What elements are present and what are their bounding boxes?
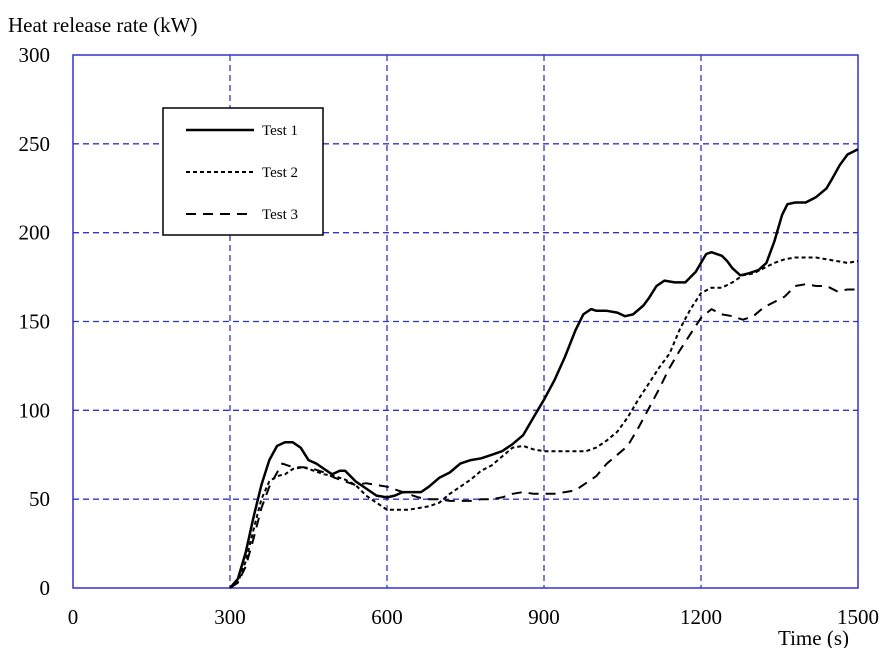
x-tick-label-0: 0 <box>68 605 79 629</box>
axis-ticks: 0 50 100 150 200 250 300 0 300 600 900 1200 1500 <box>19 43 880 629</box>
plot-area-frame <box>72 54 859 589</box>
y-tick-label-50: 50 <box>29 487 50 511</box>
legend-label-test-2: Test 2 <box>262 165 298 181</box>
x-tick-label-1500: 1500 <box>837 605 879 629</box>
series-line-test-3 <box>229 283 858 589</box>
legend-label-test-3: Test 3 <box>262 207 298 223</box>
y-tick-label-300: 300 <box>19 43 51 67</box>
y-tick-label-150: 150 <box>19 310 51 334</box>
series-lines <box>229 148 859 589</box>
x-tick-label-1200: 1200 <box>680 605 722 629</box>
legend: Test 1 Test 2 Test 3 <box>162 107 324 236</box>
y-axis-title: Heat release rate (kW) <box>8 13 197 37</box>
y-tick-label-200: 200 <box>19 221 51 245</box>
y-tick-label-100: 100 <box>19 398 51 422</box>
y-tick-label-250: 250 <box>19 132 51 156</box>
x-tick-label-600: 600 <box>371 605 403 629</box>
legend-label-test-1: Test 1 <box>262 123 298 139</box>
x-tick-label-900: 900 <box>528 605 560 629</box>
x-axis-title: Time (s) <box>778 626 849 648</box>
series-line-test-2 <box>229 256 859 589</box>
y-tick-label-0: 0 <box>40 576 51 600</box>
x-tick-label-300: 300 <box>214 605 246 629</box>
